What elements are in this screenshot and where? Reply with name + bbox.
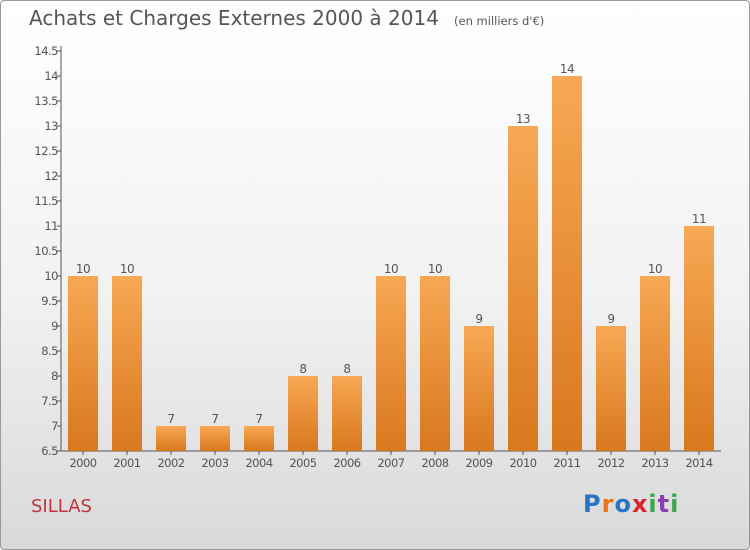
bar [156,426,186,451]
y-tick-label: 14.5 [34,44,58,58]
bar-value-label: 10 [120,262,134,276]
chart-title: Achats et Charges Externes 2000 à 2014 [29,6,439,30]
bar-value-label: 10 [648,262,662,276]
bar [244,426,274,451]
x-tick-label: 2003 [201,456,228,470]
x-tick-label: 2000 [69,456,96,470]
bar [288,376,318,451]
chart-title-block: Achats et Charges Externes 2000 à 2014 (… [29,6,544,30]
bar-value-label: 9 [607,312,614,326]
y-tick-label: 10 [44,269,58,283]
bar [68,276,98,451]
x-tick-label: 2008 [421,456,448,470]
bar-value-label: 13 [516,112,530,126]
bar-value-label: 10 [384,262,398,276]
x-tick-label: 2005 [289,456,316,470]
y-tick-label: 12 [44,169,58,183]
y-tick-label: 7.5 [41,394,58,408]
x-tick-label: 2014 [685,456,712,470]
logo-letter: i [670,490,680,518]
x-tick-label: 2010 [509,456,536,470]
bar [376,276,406,451]
x-tick-label: 2009 [465,456,492,470]
y-tick-label: 6.5 [41,444,58,458]
bar-value-label: 7 [211,412,218,426]
logo-letter: i [648,490,658,518]
y-tick-label: 13 [44,119,58,133]
x-tick-label: 2011 [553,456,580,470]
bar [420,276,450,451]
proxiti-logo[interactable]: Proxiti [583,490,679,518]
chart-unit: (en milliers d'€) [454,14,545,28]
bar [464,326,494,451]
bar [200,426,230,451]
bar [640,276,670,451]
bar-value-label: 7 [255,412,262,426]
y-tick-label: 13.5 [34,94,58,108]
y-tick-label: 8 [51,369,58,383]
bar-value-label: 9 [475,312,482,326]
bar-value-label: 7 [167,412,174,426]
x-tick-label: 2002 [157,456,184,470]
x-tick-label: 2007 [377,456,404,470]
bar-value-label: 14 [560,62,574,76]
x-tick-label: 2013 [641,456,668,470]
bar [596,326,626,451]
logo-letter: P [583,490,602,518]
y-tick-label: 11.5 [34,194,58,208]
bar-value-label: 8 [299,362,306,376]
bar [332,376,362,451]
bar-value-label: 10 [428,262,442,276]
y-tick-label: 9.5 [41,294,58,308]
y-tick-label: 8.5 [41,344,58,358]
x-tick-label: 2012 [597,456,624,470]
y-tick-label: 9 [51,319,58,333]
y-tick-label: 10.5 [34,244,58,258]
bar [552,76,582,451]
logo-letter: o [614,490,632,518]
y-tick-label: 11 [44,219,58,233]
bar-value-label: 11 [692,212,706,226]
bar [508,126,538,451]
bar [112,276,142,451]
bar-value-label: 10 [76,262,90,276]
y-tick-label: 12.5 [34,144,58,158]
commune-name: SILLAS [31,496,92,517]
y-tick-label: 7 [51,419,58,433]
y-tick-label: 14 [44,69,58,83]
bar [684,226,714,451]
x-tick-label: 2004 [245,456,272,470]
x-tick-label: 2006 [333,456,360,470]
logo-letter: t [657,490,671,518]
bar-value-label: 8 [343,362,350,376]
logo-letter: r [601,490,615,518]
x-tick-label: 2001 [113,456,140,470]
logo-letter: x [631,490,649,518]
